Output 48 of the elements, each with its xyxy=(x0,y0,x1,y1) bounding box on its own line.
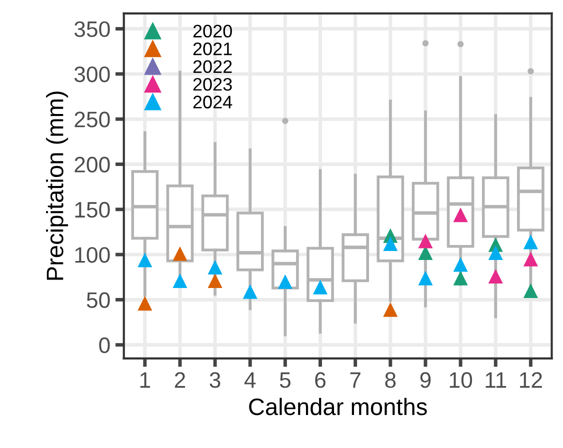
point xyxy=(208,273,222,288)
y-tick-label: 350 xyxy=(74,21,110,38)
x-tick-label: 5 xyxy=(280,372,290,388)
x-tick-label: 11 xyxy=(486,372,506,388)
point xyxy=(172,273,188,288)
x-tick-label: 9 xyxy=(420,372,431,388)
point xyxy=(488,268,503,284)
x-tick-label: 10 xyxy=(450,372,472,388)
point xyxy=(453,257,468,272)
point xyxy=(418,270,433,286)
legend-label: 2020 xyxy=(193,24,232,38)
point xyxy=(242,284,258,299)
point xyxy=(278,274,292,289)
point xyxy=(208,260,222,274)
point xyxy=(383,236,398,251)
x-tick-label: 4 xyxy=(244,372,256,388)
x-tick-label: 8 xyxy=(385,372,396,388)
point xyxy=(523,252,538,266)
y-axis-title: Precipitation (mm) xyxy=(46,92,68,280)
y-tick-label: 50 xyxy=(86,292,110,308)
legend-label: 2021 xyxy=(193,42,232,56)
y-tick-label: 150 xyxy=(75,202,110,218)
y-tick-label: 0 xyxy=(99,337,110,354)
legend-label: 2022 xyxy=(193,60,232,74)
x-tick-label: 7 xyxy=(350,372,360,388)
point xyxy=(138,252,152,268)
x-axis-title: Calendar months xyxy=(249,398,427,416)
point xyxy=(172,246,188,261)
y-tick-label: 100 xyxy=(75,247,110,263)
point xyxy=(453,208,468,222)
point xyxy=(383,302,398,317)
x-tick-label: 1 xyxy=(140,372,150,388)
point xyxy=(488,245,503,260)
y-tick-label: 200 xyxy=(74,156,110,173)
point xyxy=(523,283,538,298)
point xyxy=(138,296,152,311)
x-tick-label: 2 xyxy=(174,372,186,388)
y-tick-label: 250 xyxy=(74,112,110,128)
x-tick-label: 12 xyxy=(520,372,542,388)
point xyxy=(523,234,538,250)
point xyxy=(453,270,468,286)
legend-label: 2024 xyxy=(193,96,232,108)
point xyxy=(312,280,328,294)
x-tick-label: 6 xyxy=(315,372,326,388)
point xyxy=(418,234,433,248)
legend-label: 2023 xyxy=(193,78,232,91)
y-tick-label: 300 xyxy=(74,66,110,82)
x-tick-label: 3 xyxy=(210,372,220,388)
